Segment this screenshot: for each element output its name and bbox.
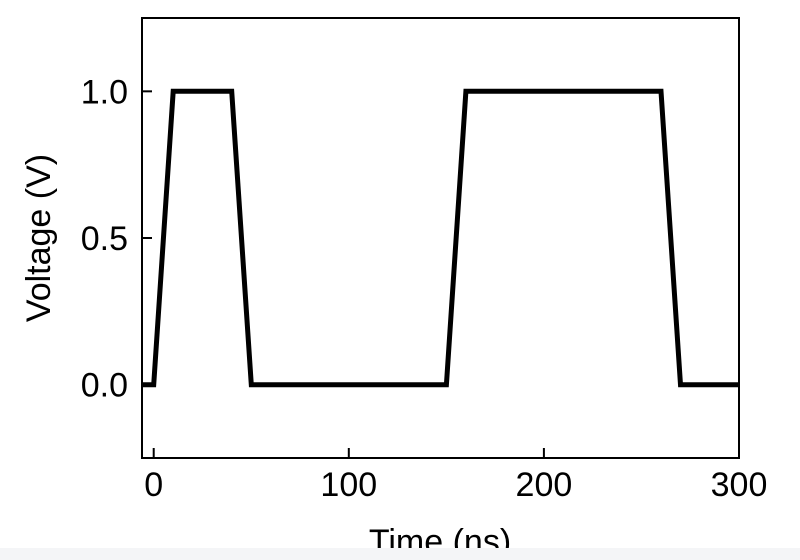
plot-frame	[141, 17, 740, 459]
voltage-series-line	[142, 88, 739, 388]
x-tick-label: 200	[516, 466, 573, 504]
y-axis-ticks: 0.0 0.5 1.0	[81, 73, 152, 405]
y-tick-label: 1.0	[81, 73, 128, 111]
y-axis-title: Voltage (V)	[20, 154, 58, 322]
y-tick-label: 0.0	[81, 367, 128, 405]
x-tick-label: 300	[711, 466, 768, 504]
y-tick-label: 0.5	[81, 220, 128, 258]
x-axis-ticks: 0 100 200 300	[144, 448, 767, 504]
x-tick-label: 0	[144, 466, 163, 504]
bottom-strip	[0, 548, 800, 560]
x-tick-label: 100	[320, 466, 377, 504]
